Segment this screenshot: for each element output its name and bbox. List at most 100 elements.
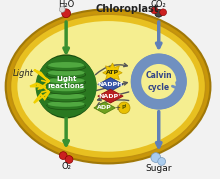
Polygon shape [175,73,185,76]
Polygon shape [176,85,185,88]
Polygon shape [161,55,163,64]
Circle shape [141,64,176,99]
Polygon shape [133,87,142,90]
Ellipse shape [47,71,86,79]
Polygon shape [176,84,186,86]
Polygon shape [164,98,167,108]
Text: H₂O: H₂O [58,0,74,9]
Polygon shape [156,99,157,109]
Polygon shape [132,79,141,80]
Polygon shape [174,89,183,94]
Polygon shape [145,58,150,66]
Polygon shape [132,80,141,81]
Polygon shape [139,93,146,100]
Polygon shape [175,87,185,90]
Polygon shape [168,59,174,67]
Polygon shape [171,62,179,70]
Polygon shape [176,74,185,77]
Circle shape [59,6,65,12]
Polygon shape [133,71,143,75]
Polygon shape [174,90,183,95]
Polygon shape [132,79,141,81]
Polygon shape [146,57,151,66]
Polygon shape [152,99,155,108]
Polygon shape [134,69,143,74]
Polygon shape [132,76,141,79]
Polygon shape [103,63,122,83]
Polygon shape [152,55,155,64]
Polygon shape [137,65,145,71]
Polygon shape [165,56,168,65]
Ellipse shape [17,21,199,152]
Polygon shape [150,55,154,65]
Polygon shape [132,84,141,86]
Polygon shape [172,65,181,71]
Polygon shape [171,94,178,101]
Polygon shape [176,83,186,84]
Polygon shape [145,97,150,105]
Polygon shape [147,57,151,66]
Polygon shape [175,87,185,91]
Polygon shape [160,54,161,64]
Polygon shape [176,76,186,78]
Polygon shape [143,96,149,104]
Polygon shape [140,61,147,69]
Polygon shape [142,59,148,67]
Text: Calvin
cycle: Calvin cycle [145,71,172,92]
Polygon shape [170,94,177,102]
Text: NADPH: NADPH [98,82,123,87]
Polygon shape [145,97,150,106]
Polygon shape [147,97,152,107]
Circle shape [151,7,158,14]
Polygon shape [176,83,186,85]
Polygon shape [164,98,168,107]
Polygon shape [169,59,175,67]
Polygon shape [135,67,144,73]
Polygon shape [132,85,142,87]
Polygon shape [132,76,141,78]
Polygon shape [144,59,149,67]
Text: CO₂: CO₂ [151,0,167,9]
Polygon shape [149,98,153,107]
Polygon shape [169,59,174,67]
Polygon shape [172,64,180,71]
Polygon shape [161,99,163,108]
Polygon shape [161,54,162,64]
Polygon shape [141,95,148,103]
Polygon shape [134,71,143,75]
Polygon shape [170,95,176,103]
Polygon shape [143,59,149,67]
Polygon shape [136,91,144,96]
Polygon shape [138,93,145,99]
Polygon shape [153,99,156,108]
Polygon shape [153,99,155,108]
Polygon shape [176,78,186,80]
Ellipse shape [37,55,95,118]
Polygon shape [163,55,167,65]
Polygon shape [146,57,151,66]
Polygon shape [142,95,148,103]
Polygon shape [174,69,183,74]
Polygon shape [160,99,161,109]
Ellipse shape [47,86,86,94]
Polygon shape [165,56,169,65]
Polygon shape [174,67,182,72]
Circle shape [160,9,167,16]
Polygon shape [170,60,176,68]
Polygon shape [156,54,157,64]
Polygon shape [152,98,154,108]
Polygon shape [133,73,142,76]
Polygon shape [140,62,147,69]
Polygon shape [162,99,164,108]
Polygon shape [169,96,175,104]
Polygon shape [166,57,171,66]
Polygon shape [168,96,174,105]
Polygon shape [158,99,159,109]
Polygon shape [166,57,170,66]
Text: Light
reactions: Light reactions [48,76,85,89]
Polygon shape [135,90,144,95]
Polygon shape [132,86,142,90]
Polygon shape [170,61,177,68]
Polygon shape [133,87,142,91]
Polygon shape [132,82,141,83]
